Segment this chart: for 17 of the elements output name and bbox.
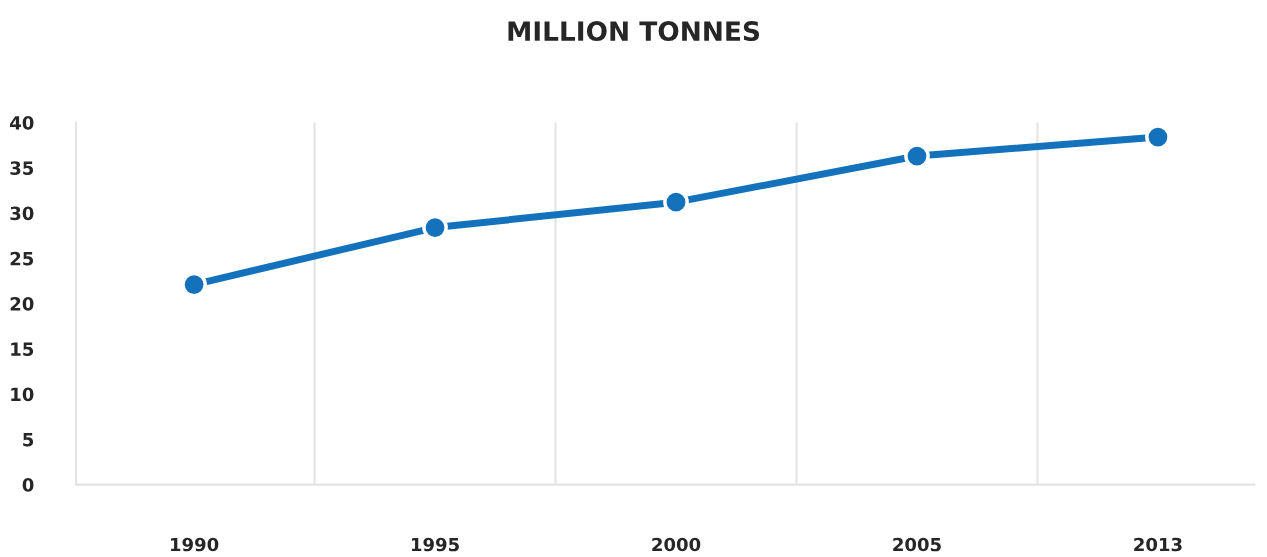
x-tick-label: 1990 — [171, 537, 219, 552]
y-tick-label: 20 — [10, 297, 34, 311]
y-tick-label: 0 — [22, 478, 34, 492]
y-tick-label: 15 — [11, 342, 34, 356]
x-tick-label: 2005 — [893, 537, 941, 552]
y-tick-label: 30 — [10, 206, 34, 221]
y-tick-label: 35 — [10, 161, 34, 175]
x-tick-label: 2000 — [652, 537, 701, 552]
y-tick-label: 10 — [11, 387, 34, 402]
x-tick-label: 2013 — [1134, 537, 1182, 552]
y-tick-label: 25 — [10, 251, 34, 266]
y-tick-label: 40 — [10, 116, 34, 130]
point — [904, 143, 930, 169]
chart-title: MILLION TONNES — [508, 21, 759, 42]
y-tick-label: 5 — [23, 433, 34, 447]
x-tick-label: 1995 — [411, 537, 459, 552]
point — [1145, 124, 1171, 150]
